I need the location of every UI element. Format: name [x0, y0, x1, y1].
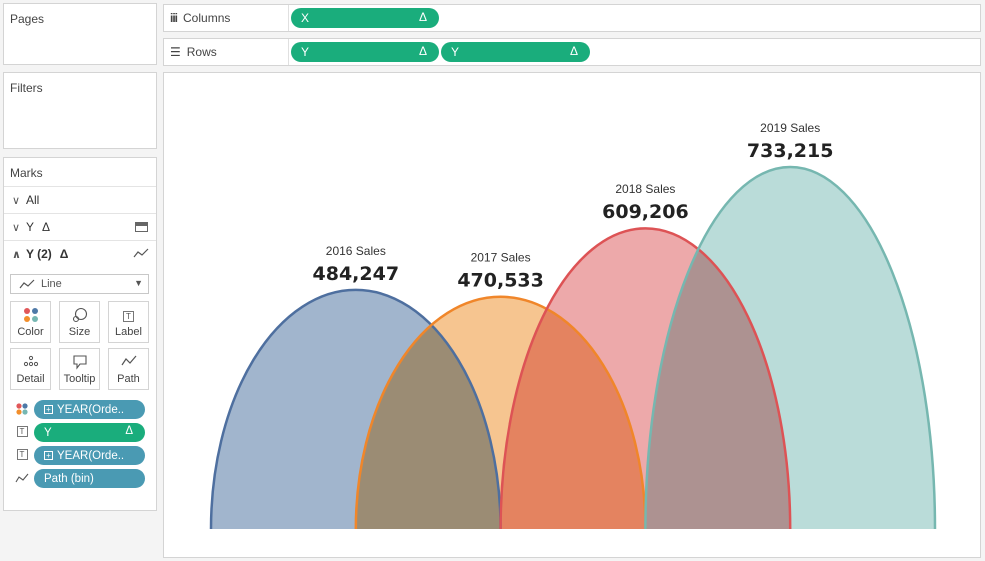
- tooltip-button-label: Tooltip: [63, 373, 96, 385]
- label-text-icon: T: [109, 307, 148, 322]
- delta-icon: Δ: [125, 425, 133, 437]
- columns-shelf[interactable]: iii Columns X Δ: [163, 4, 981, 32]
- marks-y2-row[interactable]: ∧ Y (2) Δ: [4, 240, 156, 267]
- series-name-label: 2016 Sales: [326, 244, 386, 258]
- detail-dots-icon: [11, 354, 50, 371]
- rows-icon: ☰: [170, 45, 181, 59]
- path-button[interactable]: Path: [108, 348, 149, 390]
- size-icon: [60, 307, 99, 326]
- pages-card: Pages: [3, 3, 157, 65]
- series-line-2[interactable]: [354, 295, 647, 530]
- columns-pill-x[interactable]: X Δ: [291, 8, 439, 28]
- size-button[interactable]: Size: [59, 301, 100, 343]
- marks-all-row[interactable]: ∨ All: [4, 186, 156, 213]
- pill-text: X: [301, 11, 310, 25]
- pill-text: Y: [301, 45, 310, 59]
- rows-shelf[interactable]: ☰ Rows Y Δ Y Δ: [163, 38, 981, 66]
- rows-label: Rows: [186, 45, 217, 59]
- mark-type-dropdown[interactable]: Line ▼: [10, 274, 149, 294]
- detail-button[interactable]: Detail: [10, 348, 51, 390]
- tooltip-icon: [60, 354, 99, 373]
- shelf-divider: [288, 5, 289, 31]
- bar-chart-icon: [135, 222, 148, 232]
- delta-icon: Δ: [418, 44, 427, 58]
- chevron-down-icon: ∨: [12, 221, 21, 234]
- color-dots-icon: [15, 402, 29, 416]
- expand-icon: +: [44, 451, 53, 460]
- pill-text: Y: [451, 45, 460, 59]
- delta-icon: Δ: [59, 247, 69, 261]
- delta-icon: Δ: [418, 10, 427, 24]
- detail-button-label: Detail: [16, 373, 45, 385]
- label-text-icon: T: [15, 449, 29, 463]
- series-name-label: 2018 Sales: [615, 182, 675, 196]
- shelf-divider: [288, 39, 289, 65]
- series-value-label: 470,533: [457, 270, 544, 292]
- field-pill-year-label[interactable]: + YEAR(Orde..: [34, 446, 145, 465]
- columns-label: Columns: [183, 11, 231, 25]
- rows-pill-y[interactable]: Y Δ: [291, 42, 439, 62]
- tooltip-button[interactable]: Tooltip: [59, 348, 100, 390]
- field-pill-text: YEAR(Orde..: [57, 449, 125, 462]
- marks-title: Marks: [10, 166, 43, 180]
- label-button[interactable]: T Label: [108, 301, 149, 343]
- marks-y2-label: Y (2): [26, 247, 52, 261]
- columns-icon: iii: [170, 11, 178, 25]
- label-text-icon: T: [15, 426, 29, 440]
- path-button-label: Path: [117, 373, 140, 385]
- series-value-label: 484,247: [313, 263, 400, 285]
- line-mark-icon: [19, 279, 35, 289]
- path-icon: [109, 354, 148, 371]
- series-value-label: 733,215: [747, 140, 834, 162]
- mark-type-value: Line: [41, 278, 62, 290]
- color-button[interactable]: Color: [10, 301, 51, 343]
- series-line-4[interactable]: [644, 165, 937, 530]
- chevron-up-icon: ∧: [12, 248, 21, 261]
- size-button-label: Size: [68, 326, 91, 338]
- rows-pill-y2[interactable]: Y Δ: [441, 42, 590, 62]
- path-icon: [15, 472, 29, 486]
- field-pill-y-label[interactable]: Y Δ: [34, 423, 145, 442]
- columns-shelf-label-wrap: iii Columns: [170, 5, 230, 31]
- label-button-label: Label: [115, 326, 142, 338]
- line-chart-icon: [133, 246, 149, 263]
- series-line-3[interactable]: [499, 226, 792, 530]
- field-pill-path[interactable]: Path (bin): [34, 469, 145, 488]
- delta-icon: Δ: [569, 44, 578, 58]
- field-pill-text: YEAR(Orde..: [57, 403, 125, 416]
- area-fill-4[interactable]: [645, 167, 935, 529]
- marks-card: Marks ∨ All ∨ Y Δ ∧ Y (2) Δ Line ▼ Color…: [3, 157, 157, 511]
- filters-card[interactable]: Filters: [3, 72, 157, 149]
- rows-shelf-label-wrap: ☰ Rows: [170, 39, 217, 65]
- chart-svg[interactable]: 2016 Sales 484,247 2017 Sales 470,533 2018 S…: [164, 73, 980, 557]
- series-line-1[interactable]: [209, 288, 502, 530]
- chart-view[interactable]: 2016 Sales 484,247 2017 Sales 470,533 2018 S…: [163, 72, 981, 558]
- delta-icon: Δ: [42, 220, 51, 234]
- field-pill-text: Path (bin): [44, 472, 94, 485]
- color-dots-icon: [11, 307, 50, 326]
- field-pill-year-color[interactable]: + YEAR(Orde..: [34, 400, 145, 419]
- marks-all-label: All: [26, 193, 40, 207]
- marks-y-row[interactable]: ∨ Y Δ: [4, 213, 156, 240]
- color-button-label: Color: [17, 326, 44, 338]
- series-name-label: 2017 Sales: [471, 251, 531, 265]
- series-value-label: 609,206: [602, 201, 689, 223]
- series-name-label: 2019 Sales: [760, 121, 820, 135]
- pages-title: Pages: [10, 12, 45, 26]
- chevron-down-icon: ∨: [12, 194, 21, 207]
- filters-title: Filters: [10, 81, 43, 95]
- expand-icon: +: [44, 405, 53, 414]
- marks-y-label: Y: [26, 220, 35, 234]
- field-pill-text: Y: [44, 426, 52, 439]
- dropdown-caret-icon: ▼: [134, 278, 143, 288]
